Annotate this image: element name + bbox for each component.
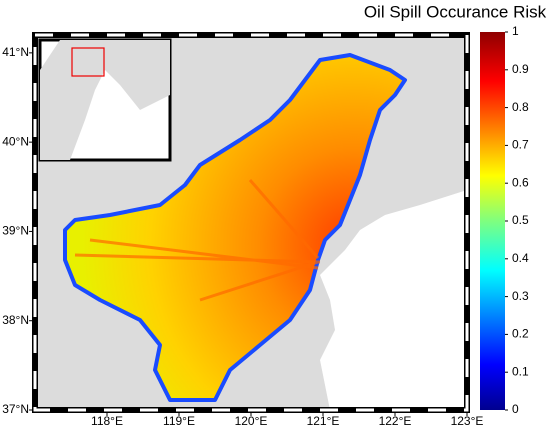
colorbar-tick-label: 0.8 — [512, 100, 529, 114]
yellow-sea — [320, 190, 467, 410]
y-tick-label: 39°N — [2, 224, 29, 238]
y-tick-label: 37°N — [2, 402, 29, 416]
x-tick-label: 120°E — [235, 414, 268, 428]
inset-map — [38, 38, 172, 162]
y-tick-label: 40°N — [2, 134, 29, 148]
colorbar-tick-label: 0.4 — [512, 251, 529, 265]
y-tick-label: 41°N — [2, 45, 29, 59]
colorbar-tick-label: 0.3 — [512, 289, 529, 303]
x-tick-label: 119°E — [163, 414, 195, 428]
y-tick-label: 38°N — [2, 313, 29, 327]
colorbar-tick-label: 0 — [512, 402, 519, 416]
x-tick-label: 123°E — [451, 414, 484, 428]
colorbar-title: Oil Spill Occurance Risk — [364, 2, 547, 21]
map-area — [35, 35, 467, 410]
colorbar-tick-label: 0.9 — [512, 62, 529, 76]
colorbar-tick-label: 0.7 — [512, 138, 529, 152]
x-tick-label: 118°E — [91, 414, 123, 428]
colorbar-tick-label: 0.6 — [512, 175, 529, 189]
bohai-risk-area — [63, 53, 407, 402]
map-frame-dashes — [33, 33, 469, 412]
colorbar-tick-label: 0.5 — [512, 213, 529, 227]
x-tick-label: 121°E — [307, 414, 340, 428]
colorbar-tick-label: 1 — [512, 24, 519, 38]
colorbar — [480, 32, 505, 410]
x-tick-label: 122°E — [379, 414, 412, 428]
inset-highlight — [71, 47, 105, 77]
colorbar-tick-label: 0.2 — [512, 327, 529, 341]
colorbar-tick-label: 0.1 — [512, 364, 529, 378]
shipping-lanes — [74, 179, 321, 302]
